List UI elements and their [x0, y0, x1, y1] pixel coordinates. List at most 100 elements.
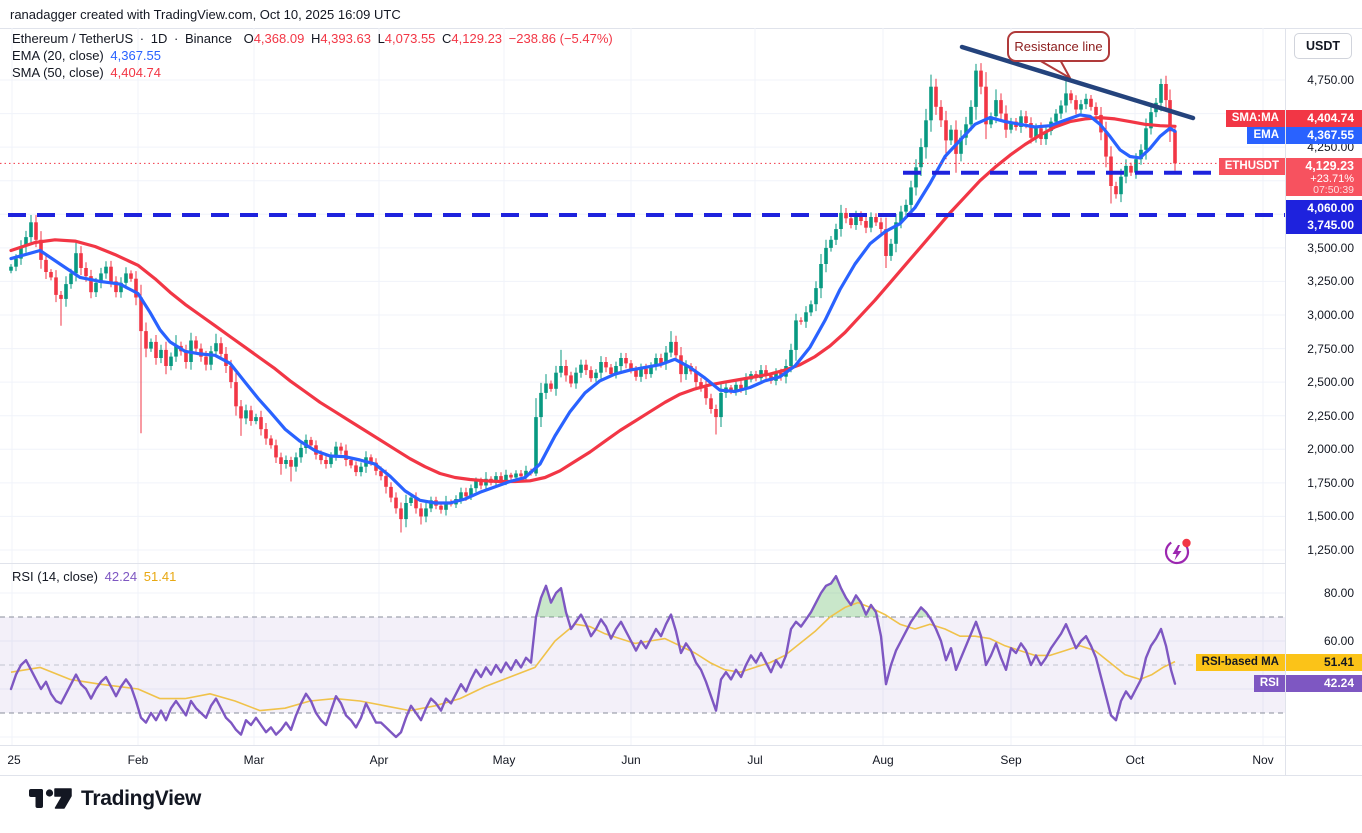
widget-top-border [0, 28, 1362, 29]
time-axis-label: Oct [1125, 753, 1145, 767]
candle [124, 273, 128, 283]
candle [1024, 116, 1028, 123]
candle [524, 470, 528, 477]
candle [794, 320, 798, 350]
candle [579, 364, 583, 373]
candle [969, 106, 973, 125]
candle [739, 384, 743, 389]
candle [309, 439, 313, 446]
candle [829, 239, 833, 248]
candle [1124, 165, 1128, 177]
time-axis[interactable]: 25 Feb Mar Apr May Jun Jul Aug Sep Oct Nov [0, 745, 1362, 776]
candle [889, 243, 893, 256]
candle [54, 277, 58, 295]
candle [1009, 121, 1013, 130]
ema-axis-value: 4,367.55 [1286, 127, 1362, 144]
candle [84, 268, 88, 277]
candle [404, 503, 408, 520]
candle [664, 352, 668, 364]
candle [934, 86, 938, 107]
candle [1019, 116, 1023, 127]
tradingview-logo-text: TradingView [81, 787, 202, 810]
candle [614, 366, 618, 375]
candle [109, 266, 113, 282]
candle [844, 212, 848, 219]
candle [584, 364, 588, 371]
candle [1164, 84, 1168, 101]
tradingview-logo-icon [29, 788, 72, 809]
time-axis-label: Aug [872, 753, 894, 767]
candle [89, 276, 93, 293]
candle [949, 129, 953, 141]
time-axis-label: Sep [1000, 753, 1022, 767]
candle [1069, 93, 1073, 101]
candle [334, 446, 338, 456]
candle [559, 366, 563, 373]
rsi-ma-value: 51.41 [143, 569, 177, 584]
candle [24, 237, 28, 247]
candle [709, 398, 713, 409]
candle [1054, 113, 1058, 122]
resistance-callout[interactable]: Resistance line [1007, 31, 1110, 62]
candle [279, 457, 283, 464]
candle [244, 410, 248, 419]
candle [564, 366, 568, 376]
currency-toggle-button[interactable]: USDT [1294, 33, 1352, 59]
symbol-title: Ethereum / TetherUS [12, 31, 134, 46]
candle [824, 247, 828, 264]
candle [539, 392, 543, 418]
candle [514, 473, 518, 478]
change-value: −238.86 (−5.47%) [508, 31, 613, 46]
candle [864, 221, 868, 228]
tradingview-logo[interactable]: TradingView [28, 786, 201, 812]
bar-countdown: 07:50:39 [1313, 184, 1354, 196]
candle [99, 273, 103, 283]
ema-value: 4,367.55 [110, 48, 161, 63]
candle [119, 282, 123, 293]
time-axis-label: Jun [621, 753, 641, 767]
interval-label: 1D [150, 31, 168, 46]
candle [444, 501, 448, 510]
candle [1089, 98, 1093, 107]
candle [139, 297, 143, 332]
candle [674, 341, 678, 356]
candle [194, 340, 198, 349]
candle [919, 147, 923, 168]
candle [1168, 100, 1172, 132]
price-chart-canvas[interactable] [0, 28, 1286, 745]
candle [684, 366, 688, 375]
candle [134, 278, 138, 298]
candle [849, 218, 853, 225]
time-axis-label: Mar [243, 753, 265, 767]
candle [419, 508, 423, 517]
candle [789, 349, 793, 366]
candle [49, 272, 53, 278]
symbol-legend-row: Ethereum / TetherUS · 1D · Binance O4,36… [12, 31, 613, 46]
flash-boost-button[interactable] [1161, 535, 1193, 567]
candle [659, 358, 663, 364]
candle [154, 341, 158, 358]
candle [184, 351, 188, 362]
candle [634, 370, 638, 377]
candle [239, 406, 243, 419]
candle [764, 370, 768, 376]
widget-bottom-border [0, 775, 1362, 776]
time-axis-label: Apr [369, 753, 389, 767]
time-axis-label: 25 [7, 753, 21, 767]
candle [289, 460, 293, 467]
ema-axis-tag: EMA [1247, 127, 1285, 144]
last-price: 4,129.23 [1305, 159, 1354, 173]
candle [1139, 149, 1143, 160]
sma-value: 4,404.74 [110, 65, 161, 80]
candle [229, 366, 233, 383]
candle [264, 429, 268, 439]
candle [629, 363, 633, 370]
candle [249, 410, 253, 421]
candle [474, 481, 478, 489]
candle [354, 465, 358, 473]
candle [94, 282, 98, 293]
candle [69, 273, 73, 285]
candle [59, 294, 63, 299]
candle [349, 460, 353, 466]
candle [44, 259, 48, 272]
